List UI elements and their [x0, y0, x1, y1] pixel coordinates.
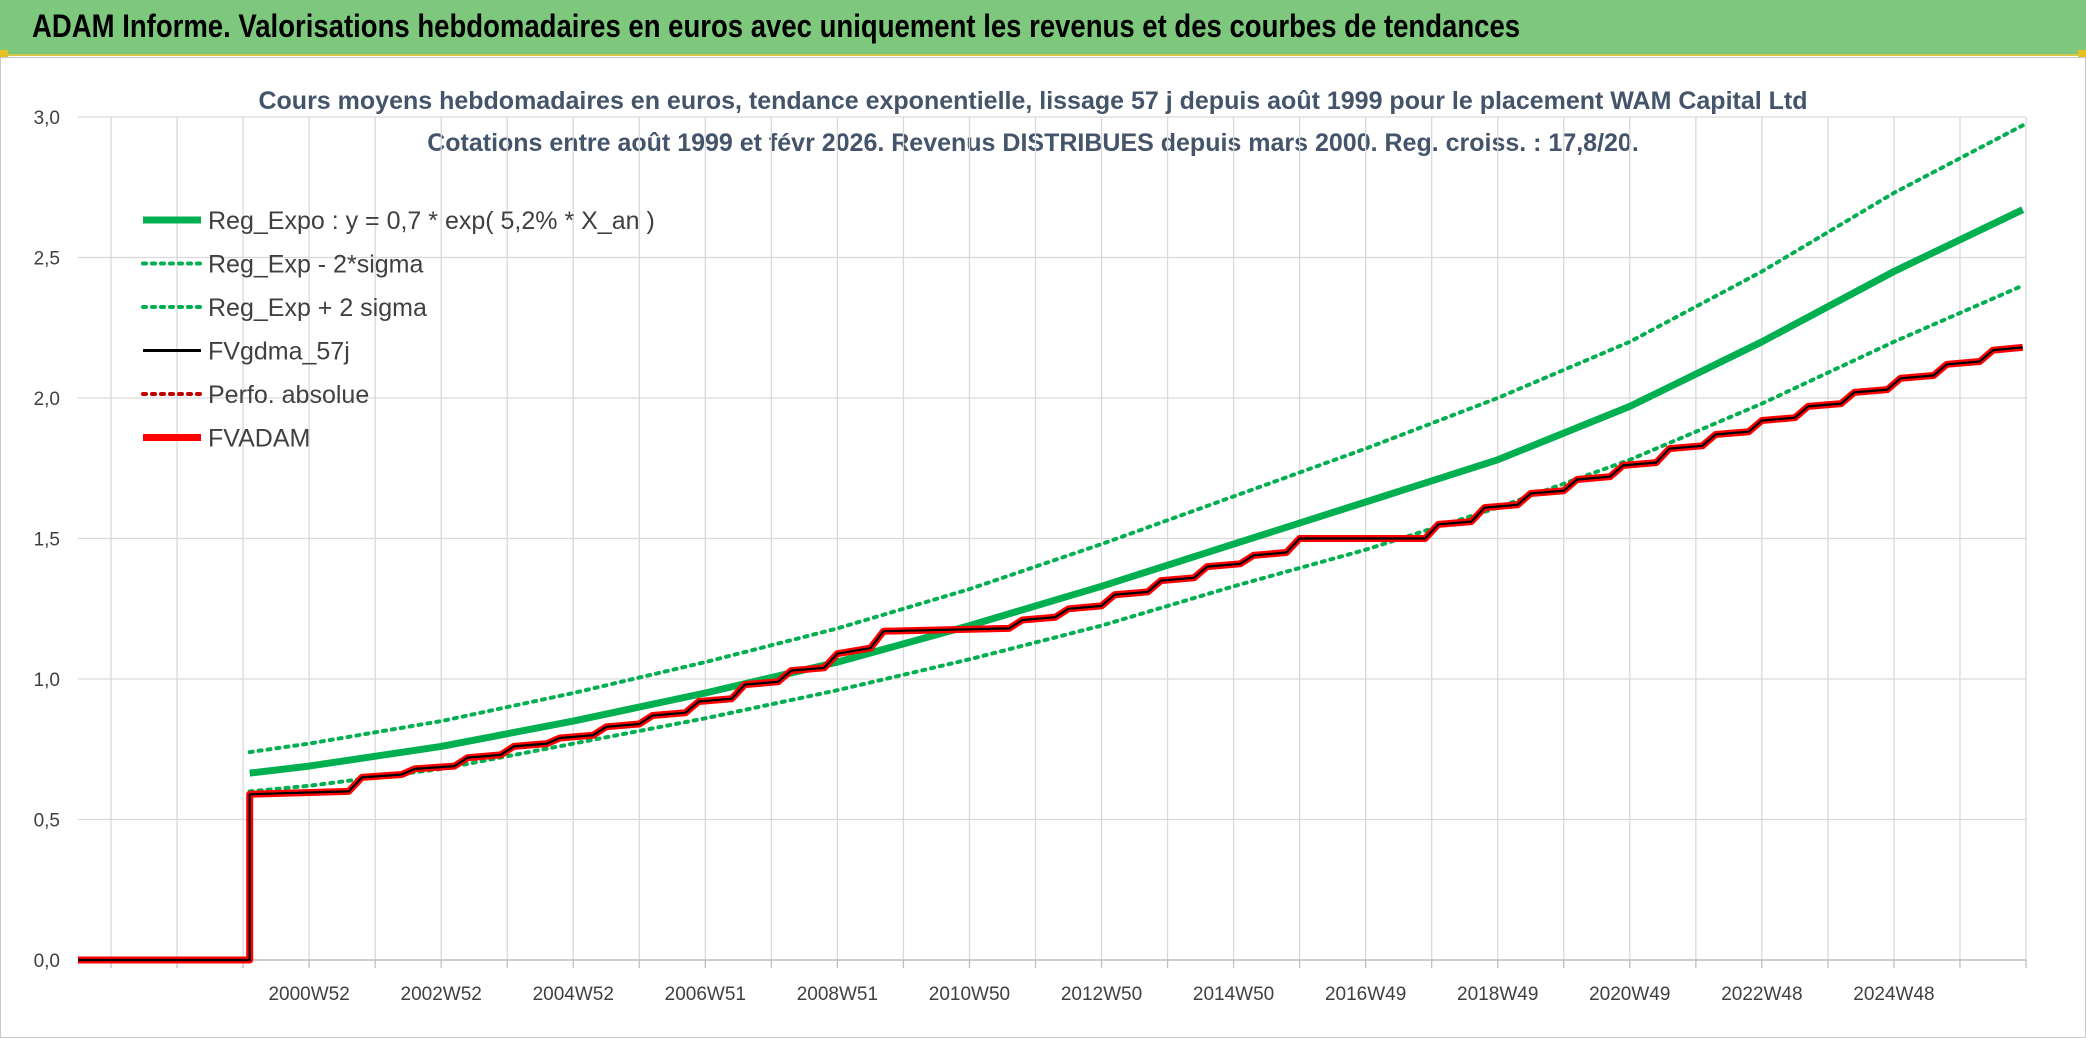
y-axis: 0,0 0,5 1,0 1,5 2,0 2,5 3,0 — [34, 108, 60, 972]
x-tick-label: 2020W49 — [1589, 984, 1670, 1005]
y-tick-label: 2,0 — [34, 389, 60, 410]
x-tick-label: 2024W48 — [1853, 984, 1934, 1005]
series-line-reg-minus-2sigma — [247, 283, 2025, 794]
y-tick-label: 0,0 — [34, 951, 60, 972]
y-tick-label: 0,5 — [34, 811, 60, 832]
x-tick-label: 2010W50 — [929, 984, 1010, 1005]
series-line-reg-plus-2sigma — [247, 123, 2025, 755]
chart-subtitle: Cotations entre août 1999 et févr 2026. … — [427, 129, 1639, 157]
x-tick-label: 2012W50 — [1061, 984, 1142, 1005]
x-tick-label: 2008W51 — [797, 984, 878, 1005]
legend-label: FVADAM — [208, 425, 310, 453]
chart-title: Cours moyens hebdomadaires en euros, ten… — [258, 87, 1807, 115]
x-tick-label: 2006W51 — [665, 984, 746, 1005]
series-line-reg-expo — [249, 206, 2025, 777]
legend: Reg_Expo : y = 0,7 * exp( 5,2% * X_an ) R… — [141, 207, 655, 453]
x-tick-label: 2000W52 — [268, 984, 349, 1005]
y-tick-label: 1,0 — [34, 670, 60, 691]
x-tick-label: 2022W48 — [1721, 984, 1802, 1005]
legend-label: Reg_Exp + 2 sigma — [208, 294, 427, 322]
corner-marker-right — [2078, 50, 2086, 58]
legend-label: Reg_Exp - 2*sigma — [208, 251, 423, 279]
x-tick-label: 2002W52 — [401, 984, 482, 1005]
y-tick-label: 2,5 — [34, 249, 60, 270]
x-tick-label: 2014W50 — [1193, 984, 1274, 1005]
legend-label: Perfo. absolue — [208, 381, 369, 409]
series-lines — [78, 123, 2025, 964]
y-tick-label: 3,0 — [34, 108, 60, 129]
report-title: ADAM Informe. Valorisations hebdomadaire… — [32, 8, 1521, 44]
y-tick-label: 1,5 — [34, 530, 60, 551]
report-banner: ADAM Informe. Valorisations hebdomadaire… — [0, 0, 2086, 56]
legend-label: Reg_Expo : y = 0,7 * exp( 5,2% * X_an ) — [208, 207, 655, 235]
legend-label: FVgdma_57j — [208, 338, 350, 366]
series-line-fvadam — [78, 343, 2024, 964]
corner-marker-left — [0, 50, 8, 58]
x-axis: 2000W52 2002W52 2004W52 2006W51 2008W51 2010W… — [78, 959, 2027, 1005]
x-tick-label: 2016W49 — [1325, 984, 1406, 1005]
series-line-fvgdma-57j — [78, 346, 2023, 962]
gridlines — [78, 116, 2027, 961]
x-tick-label: 2004W52 — [533, 984, 614, 1005]
x-tick-label: 2018W49 — [1457, 984, 1538, 1005]
